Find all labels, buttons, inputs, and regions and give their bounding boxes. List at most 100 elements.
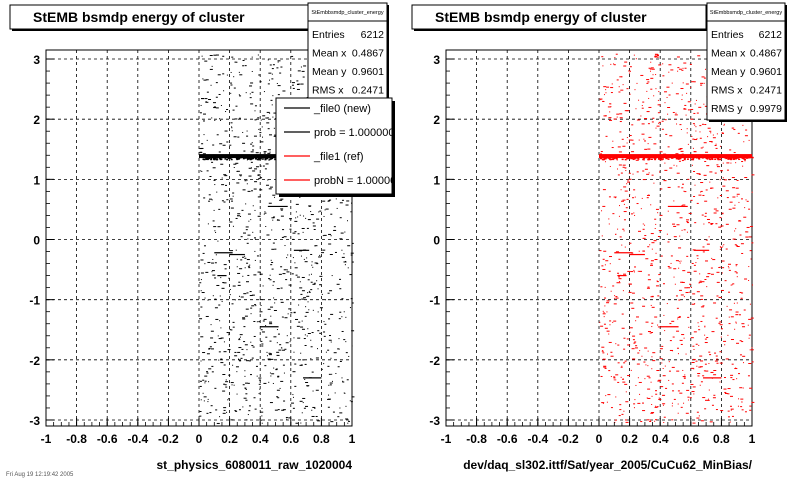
data-point: [687, 178, 690, 180]
data-point: [693, 393, 695, 395]
data-point: [262, 285, 264, 287]
data-point: [213, 179, 216, 181]
data-point: [294, 267, 298, 269]
data-point: [618, 258, 621, 260]
data-point: [626, 142, 628, 144]
data-point: [250, 313, 252, 315]
data-point: [248, 410, 251, 412]
data-point: [687, 316, 690, 318]
data-point: [739, 354, 742, 356]
data-point: [599, 321, 601, 323]
data-point: [236, 266, 238, 268]
data-point: [677, 412, 679, 414]
data-point: [711, 223, 713, 225]
data-point: [725, 358, 729, 360]
data-point: [737, 405, 739, 407]
data-point: [267, 179, 269, 181]
data-point: [743, 158, 746, 161]
data-point: [203, 400, 205, 402]
data-point: [703, 103, 705, 105]
x-tick-label: 0.2: [221, 432, 238, 446]
data-point: [238, 117, 241, 119]
data-point: [744, 207, 746, 209]
data-point: [722, 162, 724, 164]
data-point: [603, 86, 607, 88]
data-point: [676, 347, 679, 349]
data-point: [291, 273, 294, 275]
data-point: [276, 67, 279, 69]
data-point: [644, 148, 648, 150]
data-point: [256, 255, 259, 257]
data-point: [647, 143, 649, 145]
data-point: [622, 228, 625, 230]
y-tick-label: 3: [33, 53, 40, 67]
data-point: [680, 294, 684, 296]
data-point: [673, 268, 677, 270]
data-point: [223, 90, 225, 92]
data-point: [633, 403, 636, 405]
data-point: [242, 318, 246, 320]
data-point: [637, 377, 639, 379]
data-point: [237, 213, 241, 215]
data-point: [688, 291, 690, 293]
legend-label: prob = 1.000000: [314, 127, 394, 139]
data-point: [719, 246, 721, 248]
data-point: [647, 388, 651, 390]
data-point: [605, 395, 607, 397]
data-point: [622, 84, 624, 86]
data-point: [316, 218, 320, 220]
data-point: [223, 341, 225, 343]
data-point: [335, 372, 337, 374]
stats-label: Entries: [312, 29, 345, 41]
data-point: [655, 88, 657, 90]
data-point: [247, 190, 251, 192]
stats-value: 0.9601: [352, 66, 384, 78]
data-point: [267, 308, 271, 310]
data-point: [208, 198, 212, 200]
data-point: [748, 363, 752, 365]
data-point: [726, 197, 729, 199]
data-point: [667, 186, 671, 188]
data-point: [329, 290, 333, 292]
data-point: [719, 158, 722, 161]
data-point: [282, 316, 284, 318]
data-point: [324, 299, 326, 301]
data-point: [210, 157, 213, 160]
data-point: [693, 270, 697, 272]
data-point: [647, 246, 650, 248]
data-point: [242, 232, 246, 234]
data-point: [651, 174, 654, 176]
data-point: [339, 238, 343, 240]
data-point: [616, 113, 620, 115]
data-point: [711, 331, 715, 333]
data-point: [199, 151, 203, 153]
data-point: [681, 382, 684, 384]
data-point: [625, 401, 629, 403]
y-tick-label: 1: [433, 173, 440, 187]
data-point: [615, 296, 618, 298]
data-point: [650, 381, 652, 383]
data-point: [294, 363, 297, 365]
data-point: [260, 274, 262, 276]
data-point: [634, 196, 636, 198]
data-point: [712, 134, 714, 136]
data-point: [697, 322, 699, 324]
data-point: [682, 183, 685, 185]
data-point: [748, 266, 750, 268]
y-tick-label: -3: [429, 414, 440, 428]
data-point: [233, 87, 236, 89]
data-point: [319, 284, 322, 286]
data-point: [628, 172, 631, 174]
data-point: [686, 231, 688, 233]
data-point: [642, 170, 645, 172]
data-point: [624, 360, 627, 362]
x-tick-label: -0.4: [127, 432, 148, 446]
data-point: [273, 297, 275, 299]
data-point: [292, 396, 294, 398]
data-point: [246, 242, 249, 244]
data-point: [719, 381, 721, 383]
data-point: [249, 264, 251, 266]
data-point: [240, 175, 242, 177]
data-point: [234, 351, 237, 353]
data-point: [633, 342, 636, 344]
